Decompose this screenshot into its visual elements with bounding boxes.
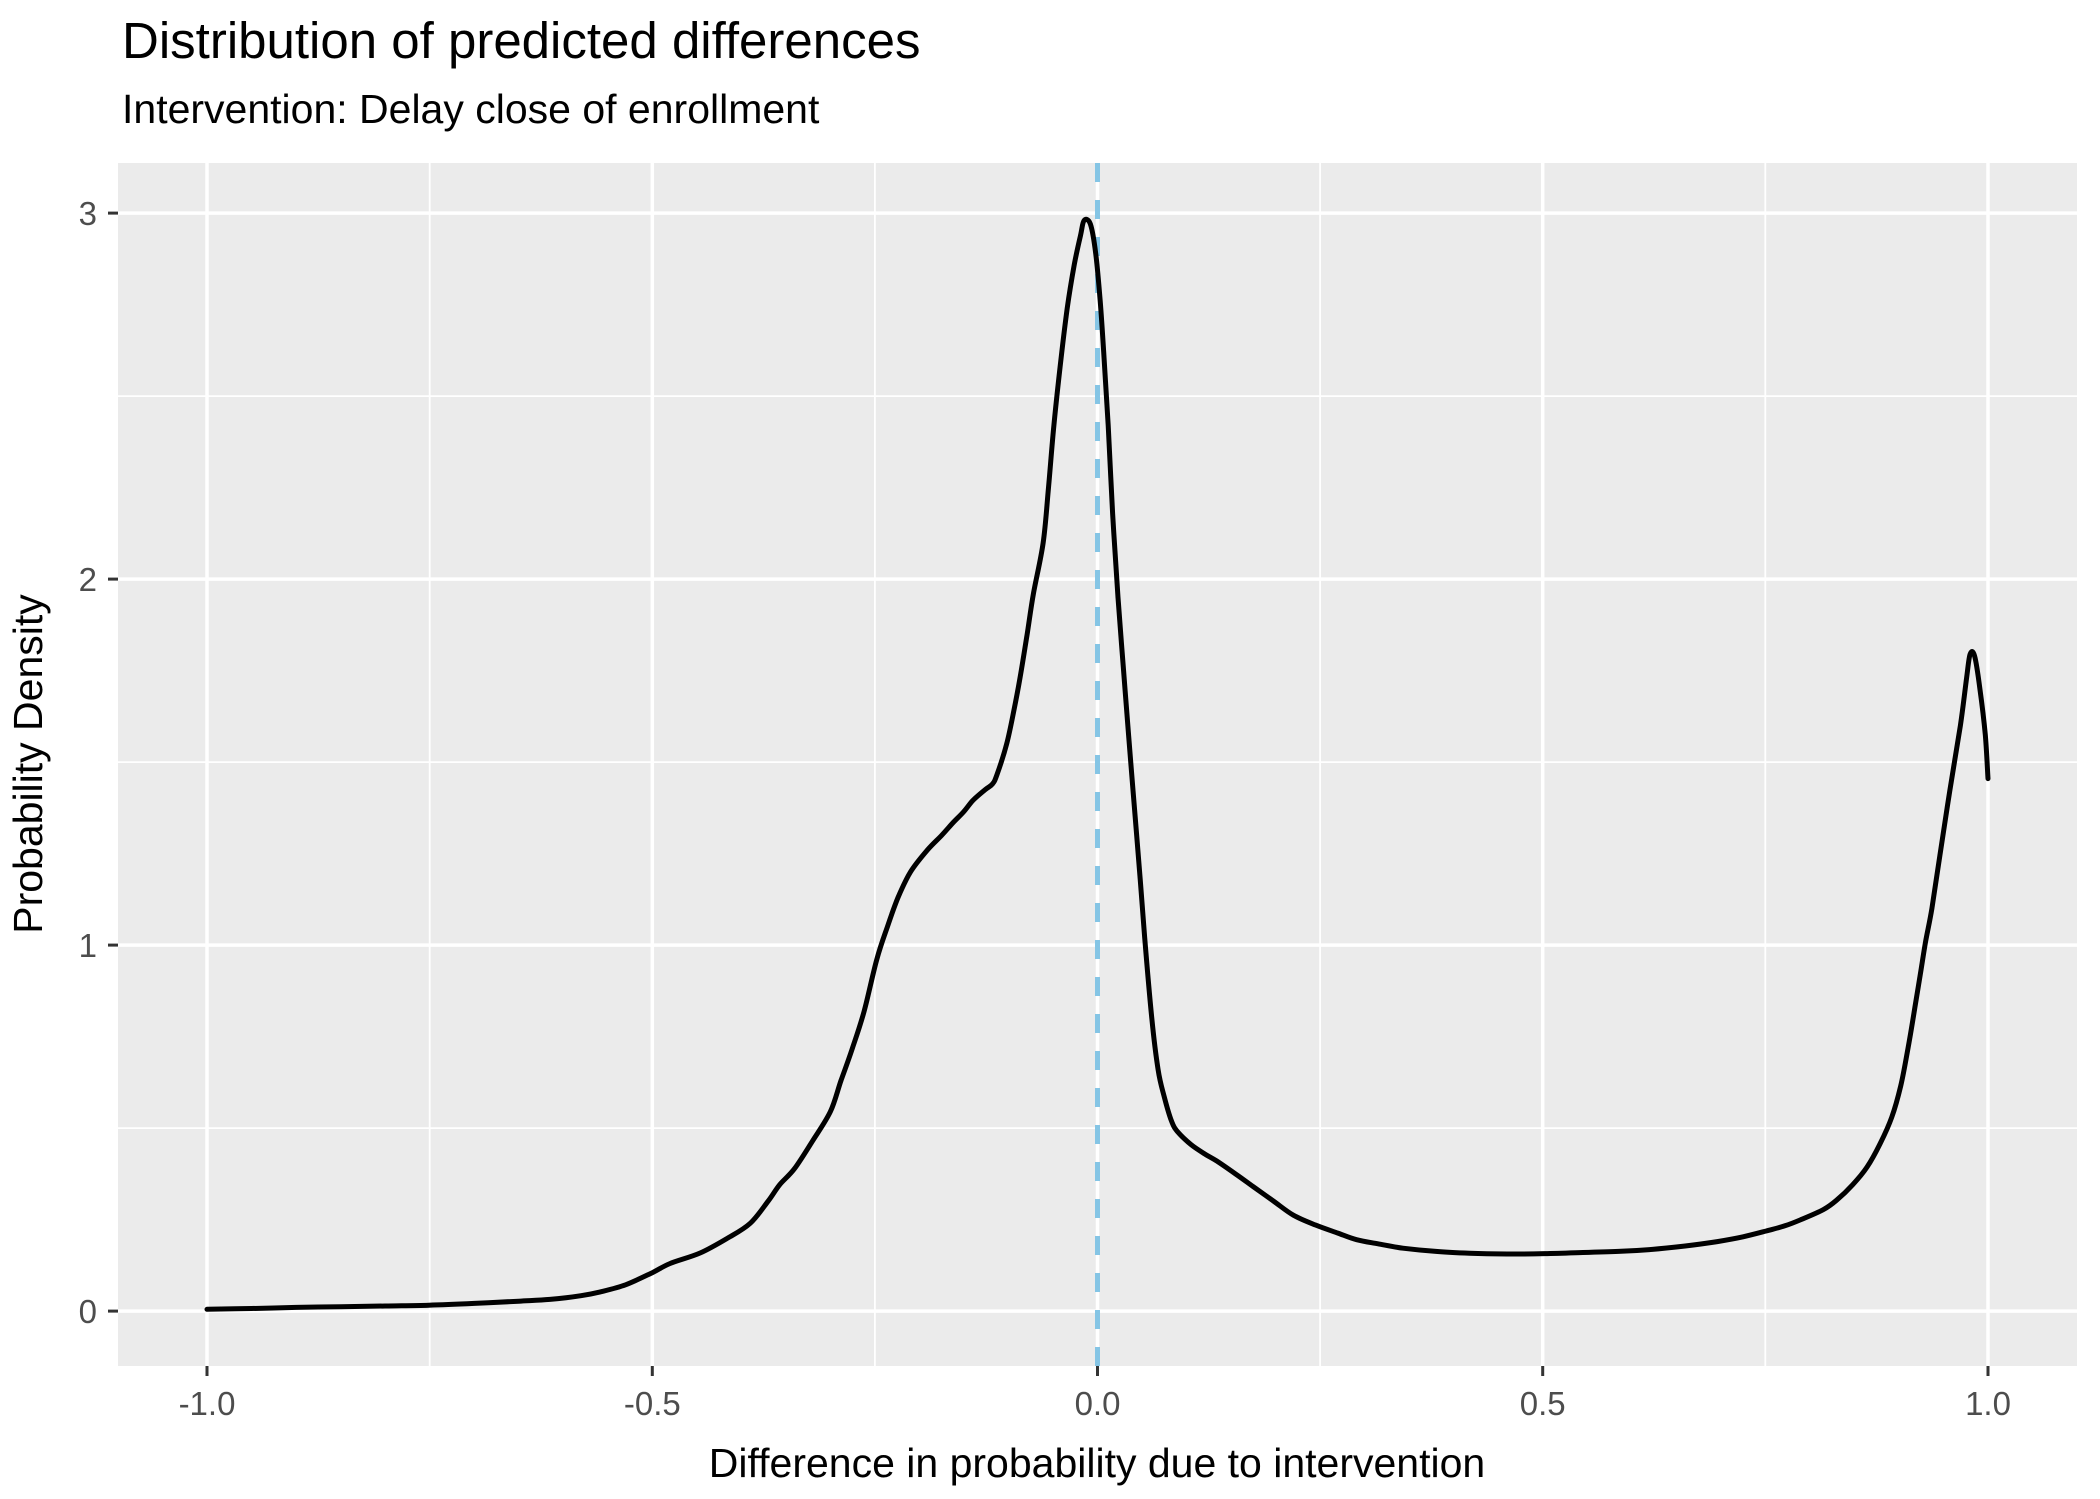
x-axis-title: Difference in probability due to interve… <box>709 1440 1485 1486</box>
x-tick-label: 0.5 <box>1520 1385 1566 1422</box>
axis-tick-labels: -1.0 -0.5 0.0 0.5 1.0 0 1 2 3 <box>79 195 2011 1422</box>
x-tick-label: -0.5 <box>624 1385 681 1422</box>
y-tick-label: 0 <box>79 1293 97 1330</box>
y-tick-label: 2 <box>79 561 97 598</box>
density-curve <box>204 216 1991 1312</box>
x-tick-label: 1.0 <box>1965 1385 2011 1422</box>
y-tick-label: 1 <box>79 927 97 964</box>
x-tick-label: 0.0 <box>1075 1385 1121 1422</box>
plot-subtitle: Intervention: Delay close of enrollment <box>122 86 820 132</box>
y-tick-label: 3 <box>79 195 97 232</box>
plot-title: Distribution of predicted differences <box>122 12 921 69</box>
x-tick-label: -1.0 <box>179 1385 236 1422</box>
y-axis-title: Probability Density <box>5 594 51 934</box>
density-curve-layer <box>204 216 1991 1312</box>
axis-tick-marks <box>108 211 1990 1376</box>
